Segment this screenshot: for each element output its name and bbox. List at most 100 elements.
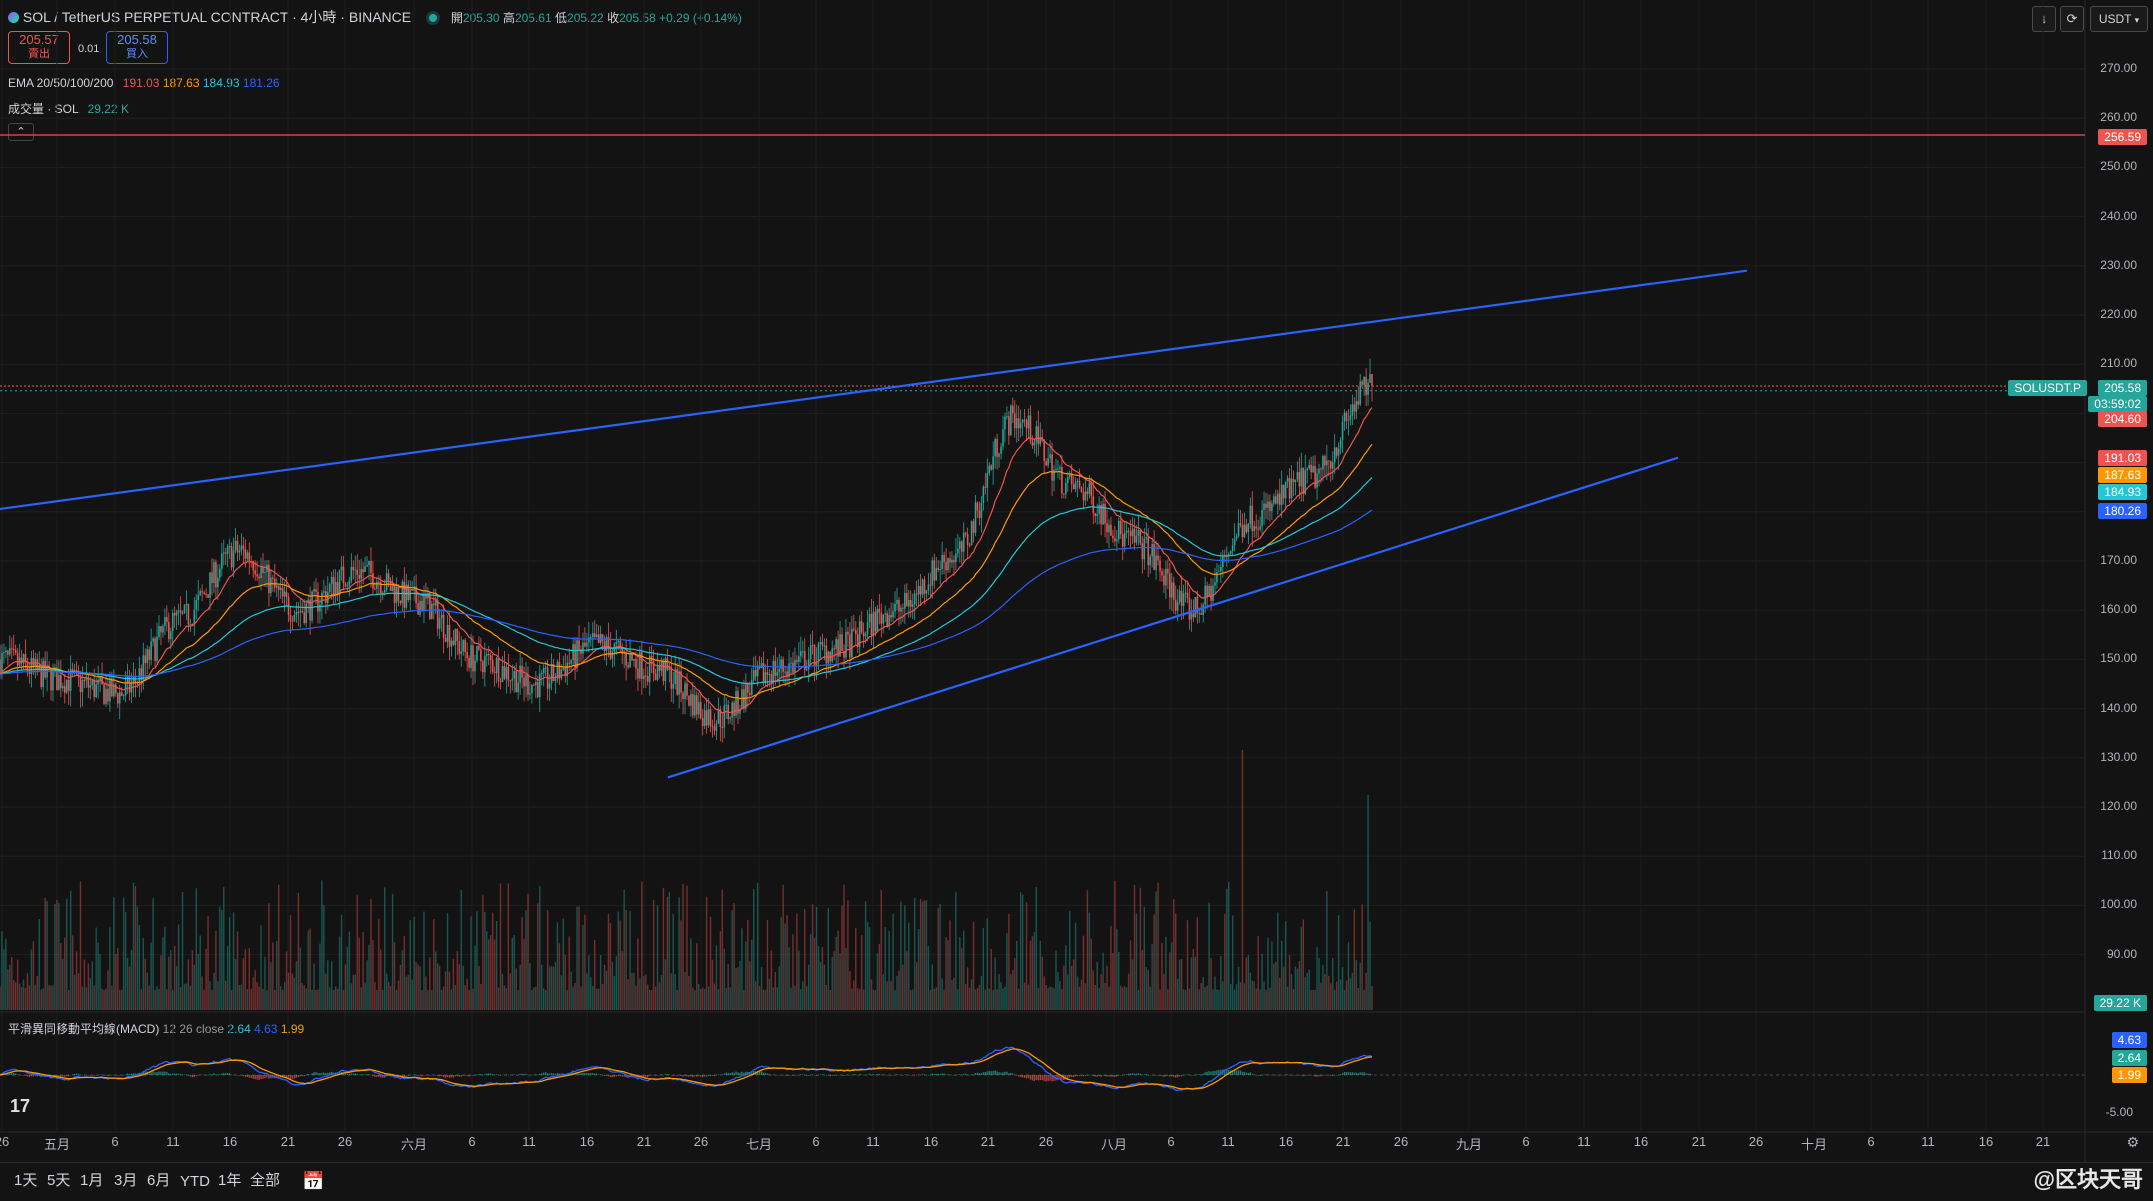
candle-body [747, 684, 749, 693]
timeframe-button[interactable]: 全部 [250, 1172, 281, 1189]
macd-histogram-bar [158, 1071, 160, 1075]
sell-button[interactable]: 205.57 賣出 [8, 31, 70, 64]
macd-histogram-bar [185, 1074, 188, 1076]
macd-histogram-bar [358, 1074, 360, 1076]
volume-legend[interactable]: 成交量 · SOL 29.22 K [8, 100, 129, 117]
macd-histogram-bar [894, 1074, 896, 1076]
timeframe-button[interactable]: YTD [180, 1173, 210, 1190]
macd-histogram-bar [855, 1074, 857, 1075]
candle-body [654, 673, 657, 681]
volume-bar [101, 988, 103, 1010]
currency-select[interactable]: USDT ▾ [2090, 6, 2148, 32]
volume-bar [556, 922, 559, 1010]
collapse-legend-button[interactable]: ⌃ [8, 123, 34, 141]
timeframe-button[interactable]: 6月 [147, 1172, 171, 1189]
volume-bar [172, 989, 174, 1010]
macd-histogram-bar [621, 1075, 623, 1077]
candle-body [813, 645, 816, 666]
macd-histogram-bar [1067, 1075, 1069, 1079]
candle-body [97, 680, 99, 685]
macd-histogram-bar [1147, 1075, 1149, 1076]
macd-histogram-bar [382, 1075, 384, 1078]
candle-body [374, 588, 376, 590]
volume-bar [615, 956, 618, 1010]
timeframe-button[interactable]: 1天 [14, 1172, 38, 1189]
candle-body [372, 573, 374, 589]
candle-body [120, 692, 123, 697]
volume-bar [908, 922, 910, 1010]
macd-histogram-bar [619, 1075, 621, 1077]
macd-legend[interactable]: 平滑異同移動平均線(MACD) 12 26 close 2.64 4.63 1.… [8, 1020, 304, 1037]
volume-bar [910, 989, 912, 1010]
volume-bar [120, 989, 123, 1010]
settings-icon[interactable]: ⚙ [2126, 1134, 2139, 1150]
timeframe-button[interactable]: 3月 [114, 1172, 138, 1189]
candle-body [1025, 420, 1028, 429]
ema200-value: 181.26 [242, 76, 280, 90]
macd-histogram-bar [607, 1075, 610, 1077]
macd-histogram-bar [499, 1075, 502, 1076]
candle-body [1314, 465, 1316, 488]
volume-bar [54, 903, 56, 1010]
macd-histogram-bar [1186, 1074, 1189, 1075]
candle-body [1, 652, 3, 675]
macd-histogram-bar [199, 1074, 201, 1076]
buy-button[interactable]: 205.58 買入 [106, 31, 168, 64]
macd-histogram-bar [28, 1075, 31, 1077]
candle-body [154, 638, 156, 661]
candle-body [1188, 597, 1191, 620]
macd-histogram-bar [1080, 1075, 1083, 1076]
candle-body [1245, 524, 1248, 533]
low-label: 低 [555, 11, 568, 25]
candle-body [1072, 484, 1075, 490]
volume-bar [46, 901, 48, 1010]
candle-body [860, 621, 863, 633]
volume-bar [122, 897, 125, 1010]
macd-histogram-bar [1224, 1069, 1226, 1075]
candle-body [419, 600, 421, 615]
candle-body [1131, 528, 1134, 537]
timeframe-button[interactable]: 1月 [80, 1172, 104, 1189]
refresh-button[interactable]: ⟳ [2060, 6, 2084, 32]
download-button[interactable]: ↓ [2032, 6, 2056, 32]
candle-body [434, 600, 437, 606]
macd-histogram-bar [925, 1074, 928, 1076]
calendar-icon[interactable]: 📅 [302, 1171, 325, 1191]
candle-body [487, 654, 490, 656]
macd-histogram-bar [709, 1075, 712, 1076]
symbol-title[interactable]: SOL / TetherUS PERPETUAL CONTRACT · 4小時 … [22, 9, 412, 25]
tradingview-logo[interactable]: 17 [10, 1096, 31, 1116]
candle-body [741, 689, 743, 710]
time-label: 21 [1335, 1134, 1351, 1149]
candle-body [525, 674, 527, 687]
volume-bar [1123, 986, 1126, 1010]
time-label: 6 [1522, 1134, 1530, 1149]
candle-body [323, 591, 325, 593]
macd-histogram-bar [97, 1074, 99, 1076]
candle-body [116, 693, 119, 704]
macd-histogram-bar [1249, 1072, 1252, 1075]
time-label: 21 [2035, 1134, 2051, 1149]
macd-histogram-bar [968, 1074, 971, 1076]
macd-histogram-bar [1078, 1075, 1081, 1076]
candle-body [1100, 504, 1102, 525]
volume-bar [495, 920, 498, 1010]
volume-bar [872, 989, 875, 1010]
volume-bar [1133, 885, 1136, 1010]
candle-body [1212, 585, 1214, 601]
volume-bar [62, 958, 64, 1010]
volume-bar [1306, 972, 1308, 1010]
timeframe-button[interactable]: 5天 [47, 1172, 71, 1189]
macd-histogram-bar [1002, 1072, 1004, 1075]
ema-legend[interactable]: EMA 20/50/100/200 191.03 187.63 184.93 1… [8, 76, 280, 90]
macd-histogram-bar [425, 1075, 427, 1076]
candle-body [1216, 572, 1218, 583]
volume-bar [3, 949, 5, 1010]
candle-body [36, 658, 39, 671]
candle-body [38, 665, 41, 671]
candle-body [132, 676, 135, 684]
macd-histogram-bar [30, 1075, 33, 1077]
timeframe-button[interactable]: 1年 [218, 1172, 242, 1189]
volume-bar [1339, 979, 1342, 1010]
